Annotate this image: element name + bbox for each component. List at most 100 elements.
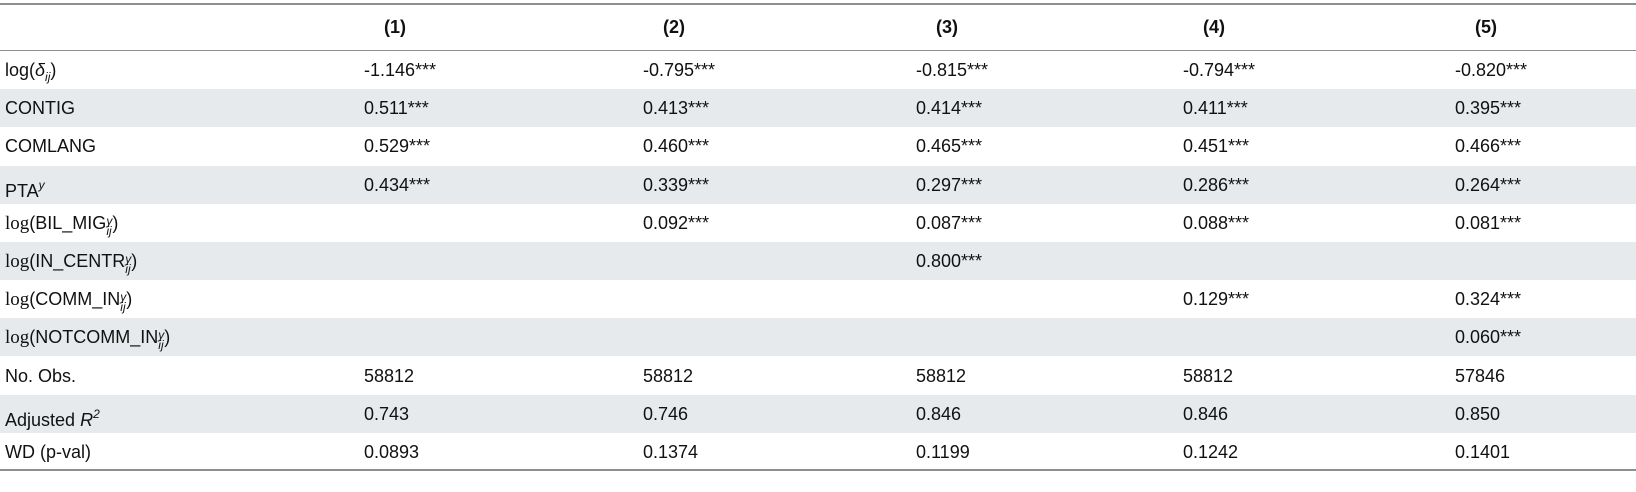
table-row: No. Obs. 58812 58812 58812 58812 57846: [0, 357, 1636, 395]
table-cell: 0.286***: [1183, 174, 1250, 195]
label-part: PTA: [5, 180, 39, 201]
superscript: y: [120, 290, 127, 305]
table-cell: 0.339***: [643, 174, 710, 195]
table-cell: 0.1199: [916, 442, 970, 462]
table-cell: 0.411***: [1183, 98, 1248, 119]
label-part: log: [5, 251, 30, 272]
label-part: ): [50, 60, 57, 80]
column-header: (5): [1475, 17, 1497, 37]
row-label: COMLANG: [5, 127, 96, 165]
table-cell: 0.129***: [1183, 289, 1250, 310]
superscript: y: [158, 328, 165, 343]
table-cell: 0.092***: [643, 212, 710, 233]
label-part: WD (p-val): [5, 442, 91, 462]
script-stack: y ij: [158, 328, 165, 351]
table-cell: 0.846: [916, 403, 962, 424]
table-cell: 0.465***: [916, 136, 983, 157]
table-cell: 0.081***: [1455, 212, 1522, 233]
bottom-rule: [0, 469, 1636, 471]
label-part: Adjusted: [5, 409, 81, 430]
table-cell: 58812: [364, 365, 415, 386]
label-part: R: [80, 409, 94, 430]
table-cell: 57846: [1455, 365, 1506, 386]
table-cell: 0.0893: [364, 442, 420, 462]
table-cell: 0.060***: [1455, 327, 1522, 348]
row-label: log(NOTCOMM_IN y ij): [5, 318, 170, 356]
script-stack: y ij: [125, 252, 132, 276]
row-label: WD (p-val): [5, 433, 91, 471]
table-cell: 58812: [643, 365, 694, 386]
label-part: ): [126, 289, 133, 310]
table-cell: 0.434***: [364, 174, 431, 195]
table-cell: -0.795***: [643, 60, 716, 80]
table-cell: 0.529***: [364, 136, 431, 157]
table-cell: 0.395***: [1455, 98, 1522, 119]
table-cell: 0.1242: [1183, 442, 1239, 462]
row-label: log(COMM_IN y ij): [5, 280, 132, 318]
column-header: (4): [1203, 17, 1225, 37]
subscript: ij: [106, 223, 112, 238]
table-row: log(δij) -1.146*** -0.795*** -0.815*** -0.79…: [0, 51, 1636, 89]
table-row: Adjusted R2 0.743 0.746 0.846 0.846 0.850: [0, 394, 1636, 433]
table-row: PTAy 0.434*** 0.339*** 0.297*** 0.286*** 0.26…: [0, 165, 1636, 204]
table-row: CONTIG 0.511*** 0.413*** 0.414*** 0.411*** 0.…: [0, 89, 1636, 128]
table-cell: 0.466***: [1455, 136, 1522, 157]
label-part: No. Obs.: [5, 365, 77, 386]
label-part: log: [5, 289, 30, 311]
subscript: ij: [125, 262, 131, 276]
table-row: log(BIL_MIG y ij) 0.092*** 0.087*** 0.088*** 0…: [0, 204, 1636, 242]
row-label: CONTIG: [5, 89, 75, 127]
table-cell: 0.800***: [916, 251, 983, 271]
table-cell: 0.1374: [643, 442, 699, 462]
table-cell: 0.264***: [1455, 174, 1522, 195]
label-part: ): [164, 327, 171, 348]
row-label: Adjusted R2: [5, 395, 100, 433]
row-label: No. Obs.: [5, 357, 76, 395]
table-cell: 0.413***: [643, 98, 710, 119]
label-part: (COMM_IN: [29, 289, 121, 310]
label-part: 2: [93, 406, 100, 421]
table-cell: 0.297***: [916, 174, 983, 195]
header-row: (1) (2) (3) (4) (5): [0, 8, 1636, 46]
script-stack: y ij: [106, 215, 112, 238]
label-part: ): [112, 212, 119, 233]
label-part: log(: [5, 60, 36, 80]
table-cell: 0.846: [1183, 403, 1229, 424]
label-part: ): [131, 251, 138, 271]
table-cell: 0.324***: [1455, 289, 1522, 310]
table-row: log(COMM_IN y ij) 0.129*** 0.324***: [0, 280, 1636, 318]
table-cell: -1.146***: [364, 60, 437, 80]
table-cell: 0.511***: [364, 98, 429, 119]
table-row: log(NOTCOMM_IN y ij) 0.060***: [0, 318, 1636, 357]
column-header: (2): [663, 17, 685, 37]
table-cell: 58812: [916, 365, 967, 386]
table-cell: 0.746: [643, 403, 689, 424]
table-cell: 0.460***: [643, 136, 710, 157]
row-label: log(IN_CENTR y ij): [5, 242, 137, 280]
label-part: (IN_CENTR: [29, 251, 126, 271]
table-cell: 0.451***: [1183, 136, 1250, 157]
table-row: log(IN_CENTR y ij) 0.800***: [0, 242, 1636, 280]
superscript: y: [125, 252, 132, 266]
table-cell: 0.087***: [916, 212, 983, 233]
label-part: ij: [45, 70, 51, 84]
row-label: log(δij): [5, 51, 56, 89]
label-part: COMLANG: [5, 136, 97, 157]
label-part: log: [5, 327, 30, 349]
script-stack: y ij: [120, 290, 127, 313]
table-cell: 58812: [1183, 365, 1234, 386]
table-cell: 0.850: [1455, 403, 1501, 424]
table-row: COMLANG 0.529*** 0.460*** 0.465*** 0.451*** 0…: [0, 127, 1636, 165]
label-part: (NOTCOMM_IN: [29, 327, 159, 348]
label-part: CONTIG: [5, 98, 75, 119]
row-label: log(BIL_MIG y ij): [5, 204, 118, 242]
table-row: WD (p-val) 0.0893 0.1374 0.1199 0.1242 0.1401: [0, 433, 1636, 471]
label-part: (BIL_MIG: [29, 212, 107, 233]
label-part: log: [5, 212, 30, 234]
table-cell: 0.743: [364, 403, 410, 424]
table-cell: -0.815***: [916, 60, 989, 80]
label-part: δ: [35, 60, 46, 80]
column-header: (3): [936, 17, 958, 37]
label-part: y: [38, 177, 45, 192]
